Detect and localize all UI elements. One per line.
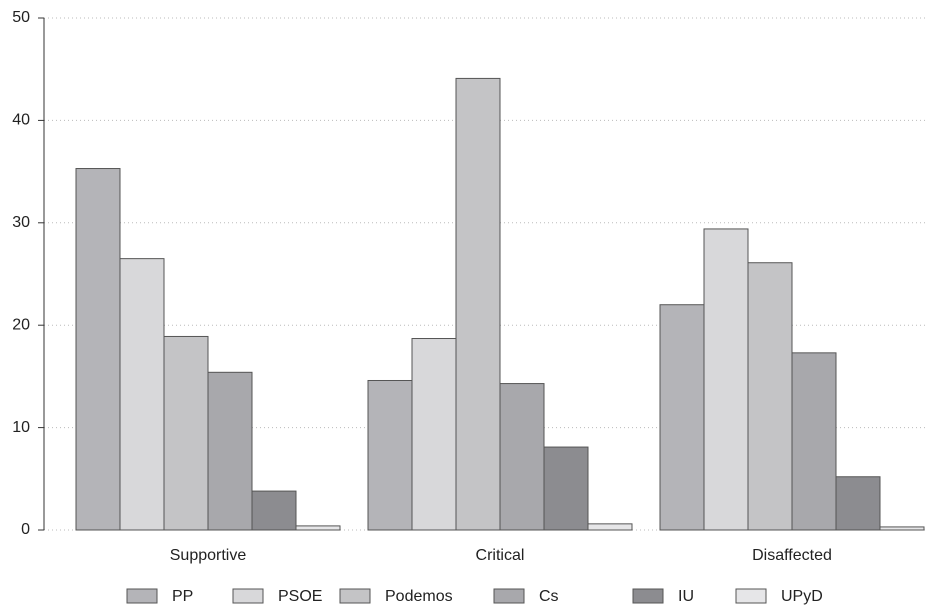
- y-tick-label: 40: [12, 112, 30, 129]
- x-tick-label: Supportive: [170, 547, 247, 564]
- bar: [411, 338, 457, 531]
- legend-label: PP: [172, 588, 193, 605]
- bar: [251, 490, 297, 531]
- legend-label: Podemos: [385, 588, 453, 605]
- bar: [747, 262, 793, 531]
- legend-label: IU: [678, 588, 694, 605]
- x-tick-label: Critical: [476, 547, 525, 564]
- bar: [499, 383, 545, 531]
- bar: [835, 476, 881, 531]
- legend-label: PSOE: [278, 588, 322, 605]
- legend-swatch: [126, 588, 158, 604]
- legend-swatch: [232, 588, 264, 604]
- y-tick-label: 10: [12, 419, 30, 436]
- x-tick-label: Disaffected: [752, 547, 832, 564]
- bar: [587, 523, 633, 531]
- y-tick-label: 50: [12, 9, 30, 26]
- bar: [543, 446, 589, 531]
- bar: [791, 352, 837, 531]
- bar: [879, 526, 925, 531]
- bar: [163, 335, 209, 531]
- bar: [367, 379, 413, 531]
- y-tick-label: 30: [12, 214, 30, 231]
- bar: [455, 77, 501, 531]
- legend-swatch: [339, 588, 371, 604]
- bar: [75, 168, 121, 531]
- bar: [703, 228, 749, 531]
- legend-swatch: [735, 588, 767, 604]
- bar: [295, 525, 341, 531]
- bar: [659, 304, 705, 531]
- bar: [207, 371, 253, 531]
- legend-label: Cs: [539, 588, 559, 605]
- legend-label: UPyD: [781, 588, 823, 605]
- bar: [119, 258, 165, 531]
- legend-swatch: [632, 588, 664, 604]
- y-tick-label: 20: [12, 316, 30, 333]
- legend-swatch: [493, 588, 525, 604]
- y-tick-label: 0: [21, 521, 30, 538]
